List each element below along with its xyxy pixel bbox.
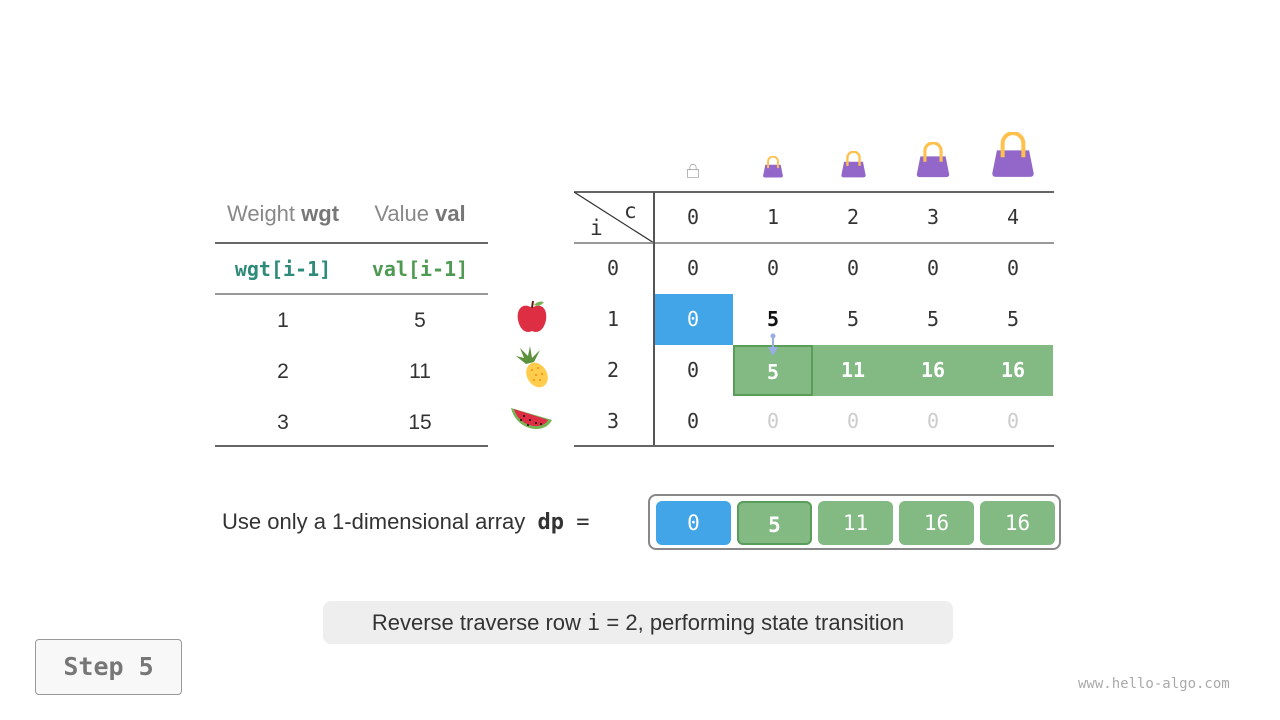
value-header: Value val	[352, 188, 488, 239]
dp-cell: 0	[766, 256, 780, 280]
col-header: 3	[926, 205, 940, 229]
apple-icon	[517, 300, 547, 332]
equals-sign: =	[576, 510, 590, 535]
row-header: 1	[606, 307, 620, 331]
weight-cell: 3	[277, 411, 289, 434]
value-cell: 15	[408, 411, 432, 434]
dp-cell: 0	[1006, 409, 1020, 433]
dp-cell: 0	[686, 409, 700, 433]
row-header: 0	[606, 256, 620, 280]
weight-header: Weight wgt	[215, 188, 351, 239]
dp-cell: 0	[846, 409, 860, 433]
watermark: www.hello-algo.com	[1078, 676, 1230, 692]
pineapple-icon	[516, 346, 548, 388]
bag-empty-icon	[687, 164, 699, 178]
wgt-code-header: wgt[i-1]	[234, 257, 332, 281]
value-label: Value	[374, 201, 429, 226]
weight-code: wgt	[301, 201, 340, 226]
capacity-label: c	[624, 199, 637, 223]
dp-cell: 16	[893, 345, 973, 396]
corner-diagonal	[574, 192, 654, 244]
divider	[574, 445, 1054, 447]
row-header: 3	[606, 409, 620, 433]
value-cell: 11	[409, 360, 431, 383]
dp-array	[648, 494, 1061, 550]
dp-cell: 0	[1006, 256, 1020, 280]
divider	[215, 445, 488, 447]
dp-array-cell: 16	[899, 501, 974, 545]
dp-cell: 0	[926, 256, 940, 280]
value-cell: 5	[414, 309, 426, 332]
divider	[574, 191, 1054, 193]
caption-text: Reverse traverse row	[371, 610, 588, 635]
divider	[215, 293, 488, 295]
item-index-label: i	[590, 216, 603, 240]
divider	[215, 242, 488, 244]
dp-cell: 0	[686, 256, 700, 280]
dp-cell: 0	[686, 358, 700, 382]
dp-cell: 0	[766, 409, 780, 433]
weight-cell: 2	[277, 360, 289, 383]
dp-cell: 0	[653, 294, 733, 345]
dp-array-cell: 5	[737, 501, 812, 545]
divider	[653, 192, 655, 446]
weight-label: Weight	[226, 201, 296, 226]
bag-icon	[840, 151, 866, 178]
divider	[574, 242, 1054, 244]
transition-arrow-icon	[768, 333, 778, 356]
col-header: 2	[846, 205, 860, 229]
dp-cell: 16	[973, 345, 1053, 396]
caption: Reverse traverse row i = 2, performing s…	[323, 601, 953, 644]
dp-array-cell: 0	[656, 501, 731, 545]
bag-icon	[992, 132, 1034, 177]
caption-code: i	[587, 611, 601, 636]
array-name: dp	[537, 510, 565, 535]
dp-cell: 5	[926, 307, 940, 331]
val-code-header: val[i-1]	[371, 257, 469, 281]
bag-icon	[916, 142, 950, 178]
array-description: Use only a 1-dimensional array	[222, 509, 526, 534]
col-header: 4	[1006, 205, 1020, 229]
value-code: val	[435, 201, 466, 226]
dp-cell: 5	[1006, 307, 1020, 331]
dp-cell: 5	[766, 307, 780, 331]
dp-array-cell: 11	[818, 501, 893, 545]
dp-cell: 5	[846, 307, 860, 331]
col-header: 1	[766, 205, 780, 229]
row-header: 2	[606, 358, 620, 382]
step-button[interactable]: Step 5	[35, 639, 182, 695]
array-label: Use only a 1-dimensional array dp =	[222, 509, 589, 535]
caption-text-end: = 2, performing state transition	[600, 610, 905, 635]
weight-cell: 1	[277, 309, 289, 332]
col-header: 0	[686, 205, 700, 229]
watermelon-icon	[511, 408, 552, 430]
dp-cell: 0	[846, 256, 860, 280]
dp-cell: 11	[813, 345, 893, 396]
dp-cell: 0	[926, 409, 940, 433]
bag-icon	[763, 156, 783, 178]
dp-array-cell: 16	[980, 501, 1055, 545]
